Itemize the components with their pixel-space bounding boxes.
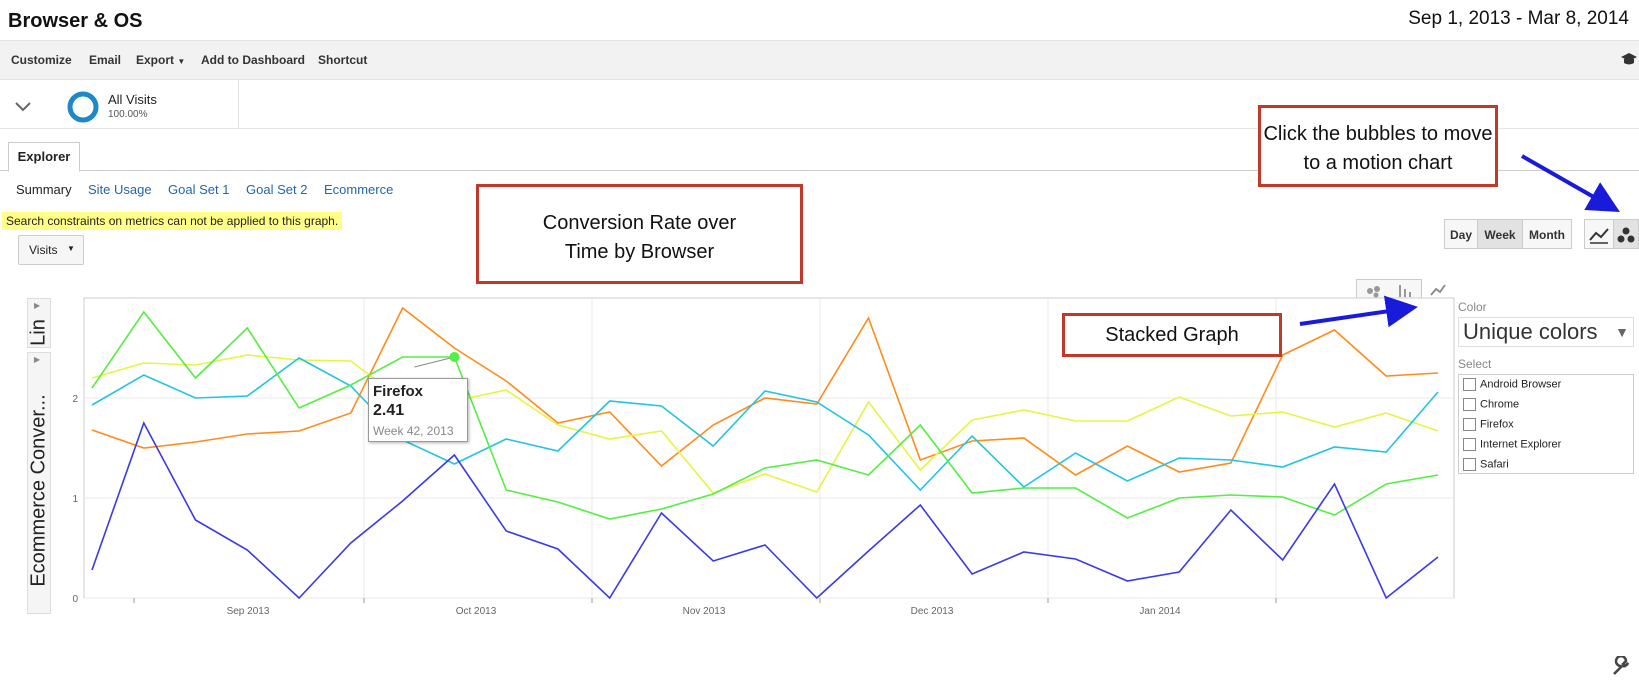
- browser-select-list: Android Browser Chrome Firefox Internet …: [1458, 374, 1634, 474]
- tab-explorer[interactable]: Explorer: [8, 142, 80, 172]
- annotation-chart-title: Conversion Rate over Time by Browser: [476, 184, 803, 284]
- series-line-2: [91, 357, 1439, 492]
- day-button[interactable]: Day: [1444, 219, 1478, 249]
- browser-label: Safari: [1480, 458, 1509, 471]
- browser-checkbox-chrome[interactable]: Chrome: [1463, 398, 1519, 411]
- annotation-bubbles-text: Click the bubbles to move to a motion ch…: [1263, 123, 1493, 174]
- subnav-summary[interactable]: Summary: [16, 182, 72, 197]
- tooltip-value: 2.41: [373, 402, 405, 419]
- week-button[interactable]: Week: [1477, 219, 1523, 249]
- line-chart-view-button[interactable]: [1584, 219, 1614, 249]
- wrench-icon[interactable]: [1610, 656, 1632, 678]
- checkbox-icon: [1463, 398, 1476, 411]
- tab-underline: [0, 170, 1639, 171]
- browser-checkbox-firefox[interactable]: Firefox: [1463, 418, 1514, 431]
- add-to-dashboard-button[interactable]: Add to Dashboard: [201, 53, 305, 67]
- annotation-stacked-text: Stacked Graph: [1105, 324, 1239, 346]
- month-button[interactable]: Month: [1522, 219, 1572, 249]
- motion-bubble-icon[interactable]: [1365, 283, 1383, 299]
- y-tick-label: 0: [72, 594, 78, 605]
- motion-chart-view-button[interactable]: [1613, 219, 1639, 249]
- chart-type-toggle: [1356, 279, 1454, 302]
- checkbox-icon: [1463, 378, 1476, 391]
- subnav-goal-set-2[interactable]: Goal Set 2: [246, 182, 308, 197]
- segment-name[interactable]: All Visits: [108, 92, 157, 107]
- page-title: Browser & OS: [8, 10, 143, 32]
- chart-tooltip: Firefox 2.41 Week 42, 2013: [368, 378, 468, 442]
- tooltip-week: Week 42, 2013: [373, 424, 454, 438]
- y-tick-label: 2: [72, 394, 78, 405]
- date-range-picker[interactable]: Sep 1, 2013 - Mar 8, 2014: [1404, 6, 1633, 32]
- y-axis-label: Ecommerce Conver...: [27, 394, 50, 587]
- browser-label: Internet Explorer: [1480, 438, 1562, 451]
- graduation-cap-icon[interactable]: [1620, 51, 1638, 69]
- x-tick-label: Jan 2014: [1139, 606, 1181, 617]
- checkbox-icon: [1463, 458, 1476, 471]
- segment-donut-icon: [67, 91, 99, 123]
- y-axis-selector[interactable]: ▶ Ecommerce Conver...: [27, 352, 51, 614]
- color-select-value: Unique colors: [1463, 319, 1598, 344]
- browser-checkbox-ie[interactable]: Internet Explorer: [1463, 438, 1561, 451]
- subnav-ecommerce[interactable]: Ecommerce: [324, 182, 394, 197]
- customize-button[interactable]: Customize: [11, 53, 72, 67]
- segment-divider: [238, 80, 239, 128]
- series-line-4: [91, 421, 1439, 600]
- browser-label: Chrome: [1480, 398, 1520, 411]
- segment-percent: 100.00%: [108, 109, 148, 120]
- chevron-down-icon[interactable]: [14, 100, 32, 114]
- x-tick-label: Nov 2013: [683, 606, 726, 617]
- checkbox-icon: [1463, 418, 1476, 431]
- triangle-right-icon: ▶: [34, 301, 41, 310]
- annotation-chart-title-text: Conversion Rate over Time by Browser: [542, 212, 737, 263]
- browser-checkbox-safari[interactable]: Safari: [1463, 458, 1509, 471]
- checkbox-icon: [1463, 438, 1476, 451]
- y-tick-label: 1: [72, 494, 78, 505]
- warning-banner: Search constraints on metrics can not be…: [2, 212, 343, 230]
- line-chart: 0 1 2 Sep 2013 Oct 2013 Nov 2013 Dec 2013 Jan 2…: [72, 297, 1455, 617]
- browser-checkbox-android[interactable]: Android Browser: [1463, 378, 1561, 391]
- tooltip-series: Firefox: [373, 383, 424, 400]
- export-label: Export: [136, 53, 175, 67]
- dropdown-arrow-icon: ▼: [1615, 324, 1629, 340]
- series-line-3: [91, 310, 1439, 520]
- annotation-bubbles: Click the bubbles to move to a motion ch…: [1258, 105, 1498, 187]
- browser-label: Android Browser: [1480, 378, 1562, 391]
- color-label: Color: [1458, 300, 1487, 314]
- subnav-goal-set-1[interactable]: Goal Set 1: [168, 182, 230, 197]
- x-tick-label: Sep 2013: [227, 606, 270, 617]
- select-label: Select: [1458, 357, 1492, 371]
- x-tick-label: Oct 2013: [456, 606, 497, 617]
- series-line-1: [91, 354, 1439, 494]
- trend-line-icon: [1430, 284, 1446, 296]
- export-button[interactable]: Export ▼: [136, 53, 185, 67]
- subnav-site-usage[interactable]: Site Usage: [88, 182, 152, 197]
- tooltip-pointer: [414, 356, 455, 368]
- series-line-0: [91, 306, 1439, 476]
- metric-dropdown[interactable]: Visits ▼: [18, 235, 84, 265]
- triangle-right-icon: ▶: [34, 355, 41, 364]
- color-select[interactable]: Unique colors ▼: [1458, 317, 1634, 347]
- browser-label: Firefox: [1480, 418, 1514, 431]
- highlight-point: [449, 352, 460, 362]
- line-graph-toggle[interactable]: [1421, 279, 1454, 302]
- dropdown-arrow-icon: ▼: [67, 244, 75, 253]
- metric-dropdown-label: Visits: [29, 243, 58, 257]
- report-toolbar: Customize Email Export ▼ Add to Dashboar…: [0, 40, 1639, 80]
- segment-bar: [0, 80, 1639, 129]
- annotation-stacked: Stacked Graph: [1062, 313, 1282, 357]
- x-tick-label: Dec 2013: [911, 606, 954, 617]
- scale-toggle[interactable]: ▶ Lin: [27, 298, 51, 348]
- email-button[interactable]: Email: [89, 53, 122, 67]
- shortcut-button[interactable]: Shortcut: [318, 53, 368, 67]
- line-chart-icon: [1589, 228, 1609, 244]
- dropdown-arrow-icon: ▼: [177, 57, 186, 66]
- bubbles-icon: [1617, 227, 1635, 243]
- arrow-to-bubbles: [1521, 154, 1620, 212]
- scale-label: Lin: [27, 319, 50, 346]
